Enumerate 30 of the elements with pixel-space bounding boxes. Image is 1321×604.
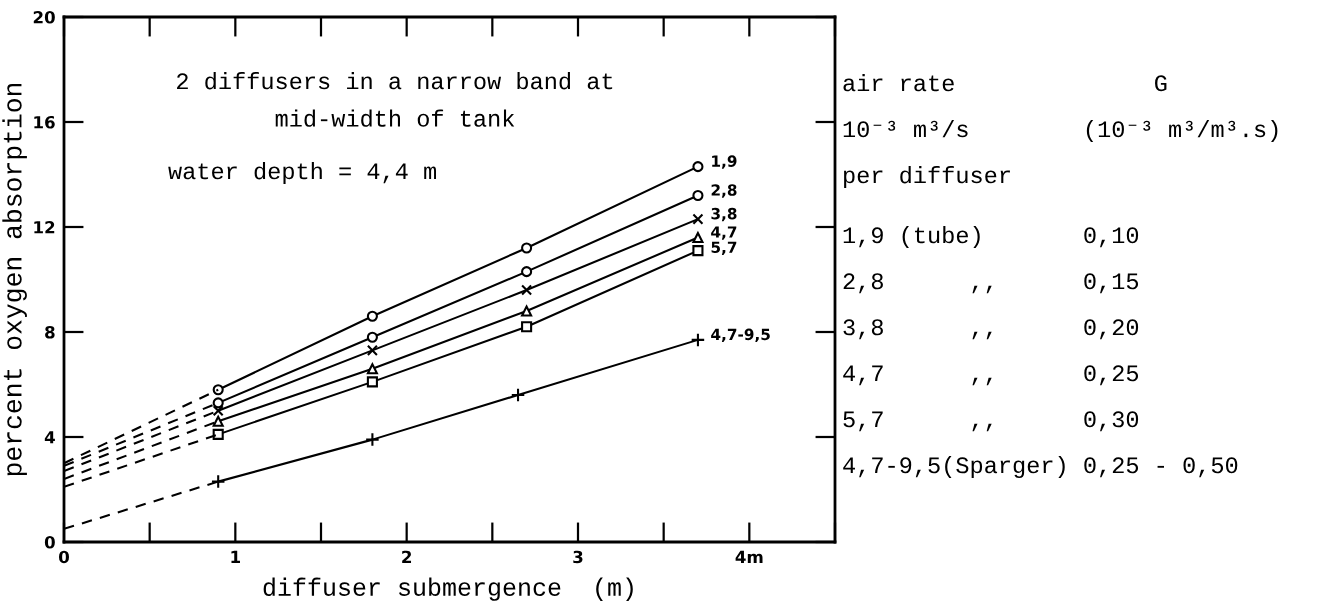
- text: 2,8 ,, 0,15: [843, 273, 1139, 294]
- annotation: water depth = 4,4 m: [168, 162, 436, 184]
- series-label: 3,8: [711, 207, 737, 222]
- x-tick-label: 3: [573, 550, 583, 564]
- text: 4,7-9,5(Sparger) 0,25 - 0,50: [843, 455, 1238, 479]
- y-tick-label: 4: [44, 431, 55, 444]
- text: 1,9 (tube) 0,10: [843, 225, 1139, 248]
- x-tick-label: 1: [231, 550, 240, 563]
- text: air rate G: [843, 74, 1167, 92]
- y-tick-label: 12: [34, 220, 55, 234]
- series-label: 4,7-9,5: [711, 328, 770, 343]
- series-label: 4,7: [711, 226, 737, 240]
- text: 10⁻³ m³/s (10⁻³ m³/m³.s): [843, 120, 1278, 142]
- y-tick-label: 20: [33, 10, 55, 24]
- text: 5,7 ,, 0,30: [843, 411, 1139, 432]
- series-label: 1,9: [712, 155, 737, 169]
- y-tick-label: 0: [44, 535, 55, 549]
- text: 3,8 ,, 0,20: [843, 319, 1139, 340]
- annotation: 2 diffusers in a narrow band at mid-width of tank: [177, 72, 613, 127]
- text: 4,7 ,, 0,25: [843, 365, 1139, 386]
- x-tick-label: 2: [402, 550, 412, 563]
- series-label: 2,8: [711, 184, 737, 198]
- y-tick-label: 16: [34, 115, 55, 129]
- series-label: 5,7: [711, 241, 737, 255]
- y-tick-label: 8: [45, 325, 55, 339]
- x-axis-title: diffuser submergence (m): [263, 577, 633, 601]
- x-tick-label: 4m: [735, 550, 763, 563]
- y-axis-title: percent oxygen absorption: [2, 83, 27, 476]
- x-tick-label: 0: [59, 550, 69, 564]
- text: per diffuser: [844, 165, 1010, 188]
